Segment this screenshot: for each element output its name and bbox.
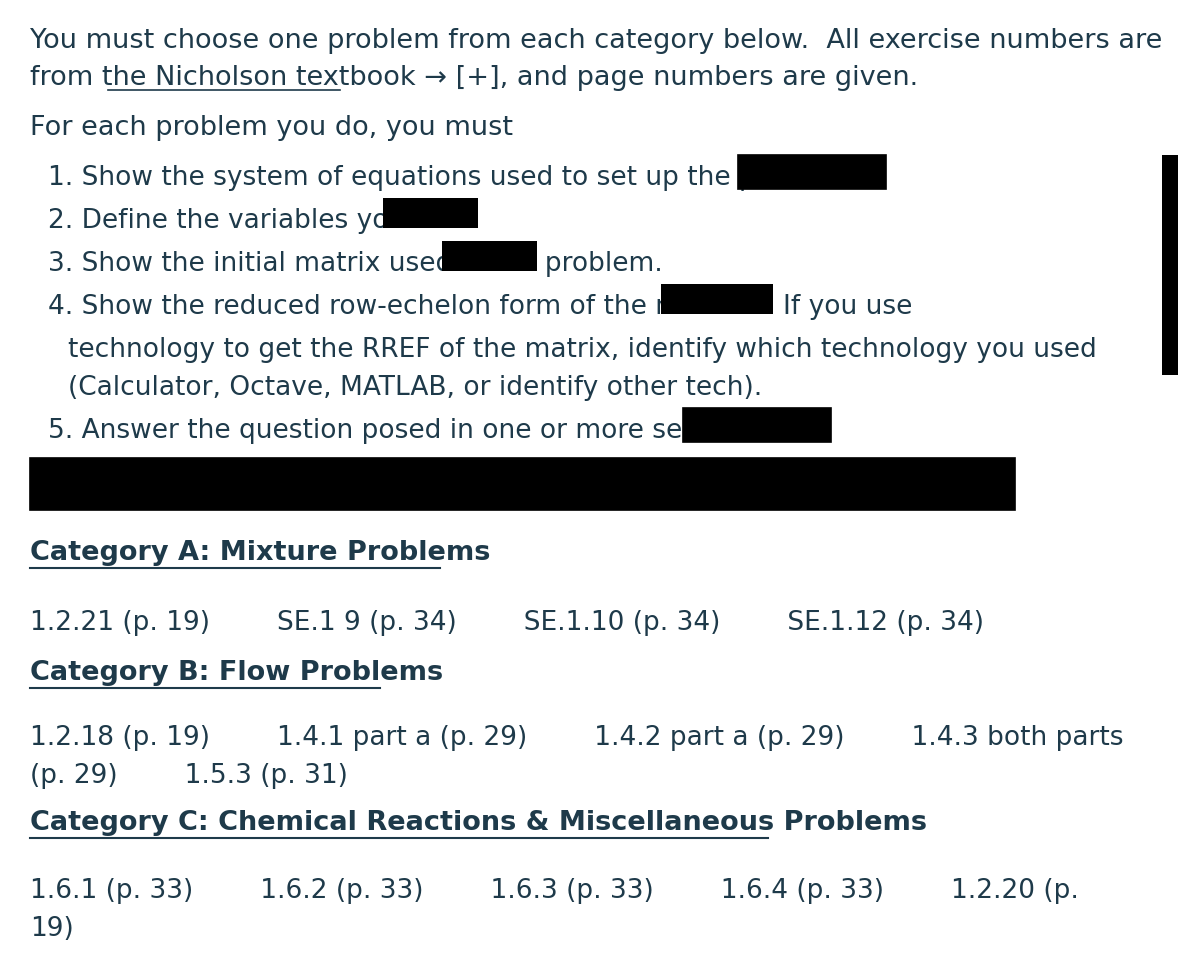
Text: from the Nicholson textbook → [+], and page numbers are given.: from the Nicholson textbook → [+], and p… [30, 65, 918, 91]
Text: 1. Show the system of equations used to set up the problem.: 1. Show the system of equations used to … [48, 165, 857, 191]
Text: 3. Show the initial matrix used in the problem.: 3. Show the initial matrix used in the p… [48, 251, 662, 277]
Text: (Calculator, Octave, MATLAB, or identify other tech).: (Calculator, Octave, MATLAB, or identify… [68, 375, 762, 401]
Text: (p. 29)        1.5.3 (p. 31): (p. 29) 1.5.3 (p. 31) [30, 763, 348, 789]
Text: 19): 19) [30, 916, 73, 942]
Text: For each problem you do, you must: For each problem you do, you must [30, 115, 514, 141]
Text: You must choose one problem from each category below.  All exercise numbers are: You must choose one problem from each ca… [30, 28, 1163, 54]
FancyBboxPatch shape [661, 284, 773, 314]
Text: 5. Answer the question posed in one or more sentences.: 5. Answer the question posed in one or m… [48, 418, 796, 444]
Text: Category C: Chemical Reactions & Miscellaneous Problems: Category C: Chemical Reactions & Miscell… [30, 810, 928, 836]
Text: If you use: If you use [784, 294, 912, 320]
FancyBboxPatch shape [30, 458, 1015, 510]
Text: Category B: Flow Problems: Category B: Flow Problems [30, 660, 443, 686]
Text: 4. Show the reduced row-echelon form of the matrix.: 4. Show the reduced row-echelon form of … [48, 294, 750, 320]
Text: technology to get the RREF of the matrix, identify which technology you used: technology to get the RREF of the matrix… [68, 337, 1097, 363]
FancyBboxPatch shape [383, 198, 478, 228]
FancyBboxPatch shape [683, 408, 830, 442]
Text: 1.2.18 (p. 19)        1.4.1 part a (p. 29)        1.4.2 part a (p. 29)        1.: 1.2.18 (p. 19) 1.4.1 part a (p. 29) 1.4.… [30, 725, 1123, 751]
FancyBboxPatch shape [1162, 155, 1178, 375]
Text: Category A: Mixture Problems: Category A: Mixture Problems [30, 540, 491, 566]
FancyBboxPatch shape [738, 155, 886, 189]
Text: 2. Define the variables you use.: 2. Define the variables you use. [48, 208, 469, 234]
Text: 1.2.21 (p. 19)        SE.1 9 (p. 34)        SE.1.10 (p. 34)        SE.1.12 (p. 3: 1.2.21 (p. 19) SE.1 9 (p. 34) SE.1.10 (p… [30, 610, 984, 636]
Text: 1.6.1 (p. 33)        1.6.2 (p. 33)        1.6.3 (p. 33)        1.6.4 (p. 33)    : 1.6.1 (p. 33) 1.6.2 (p. 33) 1.6.3 (p. 33… [30, 878, 1079, 904]
FancyBboxPatch shape [442, 241, 538, 271]
